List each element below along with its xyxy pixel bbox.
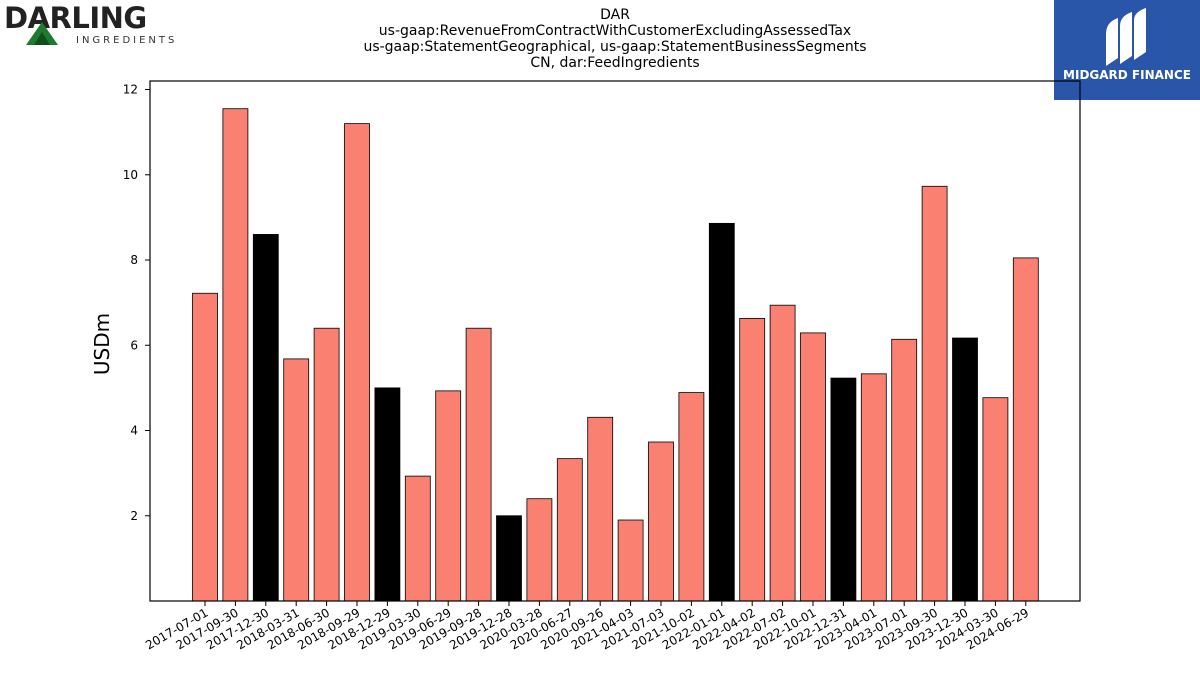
y-tick-label: 12 [123,83,138,97]
x-axis: 2017-07-012017-09-302017-12-302018-03-31… [143,601,1031,652]
y-axis: 2 4 6 8 10 12 [123,83,150,523]
chart-title-line: us-gaap:StatementGeographical, us-gaap:S… [363,39,867,55]
bar-2022-12-31 [830,377,857,602]
chart-bars [192,108,1039,602]
y-tick-label: 8 [130,253,138,267]
chart-title: DAR us-gaap:RevenueFromContractWithCusto… [315,7,915,71]
bar-2022-04-02 [739,318,766,602]
bar-2019-12-28 [496,515,522,602]
bar-2017-07-01 [192,292,218,602]
bar-2017-09-30 [222,108,249,602]
bar-2021-04-03 [617,519,644,602]
bar-2021-07-03 [648,441,674,602]
bar-2018-12-29 [374,387,401,602]
bar-2019-06-29 [435,390,462,602]
y-tick-label: 6 [130,338,138,352]
darling-leaf-icon [26,22,58,45]
chart-title-line: us-gaap:RevenueFromContractWithCustomerE… [378,23,852,39]
darling-logo-tagline: INGREDIENTS [76,35,178,46]
bar-2022-07-02 [769,304,796,602]
bar-2023-07-01 [891,338,918,602]
bar-2019-03-30 [404,475,431,602]
chart-title-line: CN, dar:FeedIngredients [530,55,700,71]
darling-logo-wordmark: DARLING [4,1,147,35]
y-tick-label: 4 [130,424,138,438]
bar-2023-12-30 [952,337,978,602]
bar-2024-03-30 [982,397,1009,602]
bar-2020-09-26 [587,416,614,602]
bar-2022-10-01 [800,332,826,602]
y-tick-label: 2 [130,509,138,523]
midgard-logo-icon [1106,8,1146,66]
midgard-logo-wordmark: MIDGARD FINANCE [1063,68,1191,82]
bar-2023-04-01 [860,373,887,602]
y-axis-label: USDm [90,313,114,375]
bar-2022-01-01 [708,222,735,602]
bar-2021-10-02 [678,392,705,602]
bar-2023-09-30 [921,185,948,602]
midgard-finance-logo: MIDGARD FINANCE [1054,0,1200,100]
bar-2017-12-30 [252,234,279,602]
chart-title-line: DAR [600,7,630,23]
darling-ingredients-logo: DARLING INGREDIENTS [4,2,174,48]
bar-2018-09-29 [344,123,370,602]
bar-2024-06-29 [1012,257,1039,602]
plot-frame [149,80,1081,602]
bar-2020-06-27 [556,458,583,602]
bar-2020-03-28 [526,498,553,602]
bar-2019-09-28 [465,327,492,602]
y-tick-label: 10 [123,168,138,182]
bar-2018-03-31 [283,358,310,602]
bar-2018-06-30 [313,327,340,602]
